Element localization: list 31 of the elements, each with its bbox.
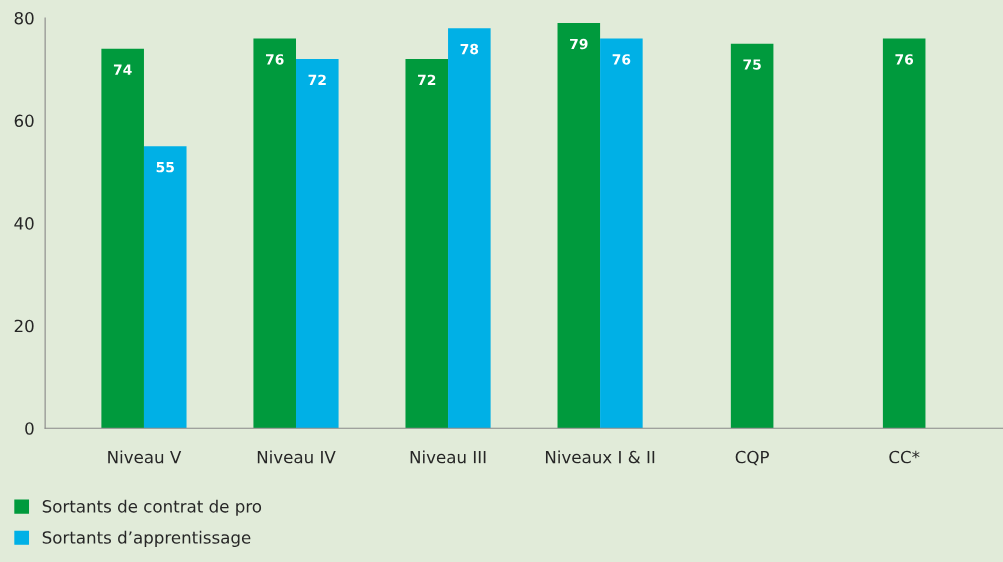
x-tick-label: CQP (735, 450, 769, 466)
x-tick-label: CC* (889, 450, 920, 464)
y-tick-label: 80 (14, 11, 34, 25)
y-tick-label: 40 (14, 217, 34, 230)
data-label: 76 (265, 54, 284, 65)
data-label: 75 (743, 59, 761, 70)
bar (143, 146, 187, 429)
bar (296, 59, 339, 429)
data-label: 55 (156, 162, 174, 173)
x-tick-label: Niveau III (410, 450, 486, 464)
x-tick-label: Niveaux I & II (545, 450, 655, 464)
legend-label: Sortants d’apprentissage (42, 530, 251, 547)
y-tick-label: 60 (14, 114, 34, 128)
data-label: 72 (308, 74, 326, 85)
bar (253, 38, 296, 429)
x-tick-label: Niveau IV (257, 450, 336, 464)
data-label: 76 (895, 54, 914, 65)
bar (557, 23, 601, 429)
data-label: 79 (570, 38, 588, 50)
bar (405, 59, 449, 429)
bar (101, 48, 144, 429)
y-tick-label: 20 (14, 319, 34, 333)
y-tick-label: 0 (25, 422, 34, 435)
bar (600, 38, 643, 429)
x-tick-label: Niveau V (108, 450, 182, 464)
data-label: 78 (460, 43, 479, 55)
data-label: 72 (418, 74, 436, 85)
data-label: 76 (612, 54, 631, 65)
legend-label: Sortants de contrat de pro (42, 499, 262, 516)
bar (448, 28, 491, 429)
data-label: 74 (113, 64, 132, 75)
